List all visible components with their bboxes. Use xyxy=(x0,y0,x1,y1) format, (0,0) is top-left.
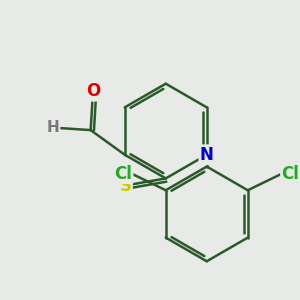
Text: O: O xyxy=(86,82,100,100)
Text: N: N xyxy=(200,146,214,164)
Text: Cl: Cl xyxy=(281,165,299,183)
Text: S: S xyxy=(119,176,131,194)
Text: H: H xyxy=(46,120,59,135)
Text: Cl: Cl xyxy=(114,165,132,183)
